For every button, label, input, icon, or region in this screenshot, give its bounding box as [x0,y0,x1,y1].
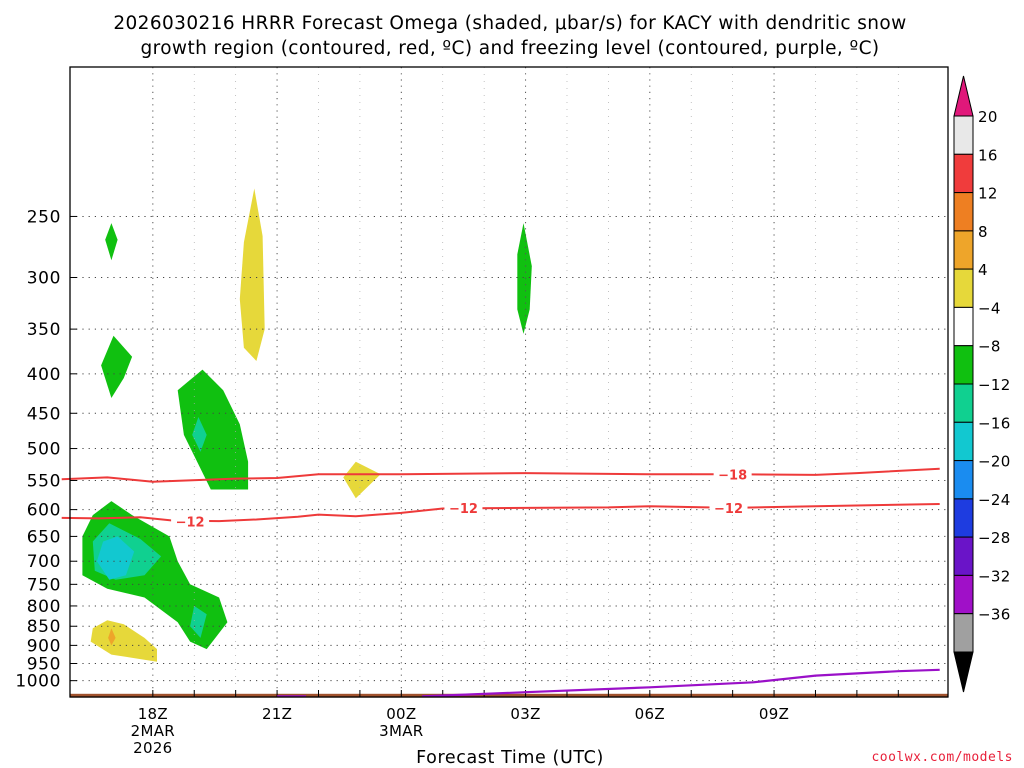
isotherm-contour--18 [61,467,940,483]
colorbar-top-arrow [953,75,974,117]
colorbar-label: −36 [978,606,1011,624]
contour-label: −12 [449,502,478,517]
colorbar-bottom-arrow [953,651,974,693]
colorbar-swatch [953,153,974,194]
colorbar-swatch [953,536,974,576]
omega-region-5 [177,369,249,490]
y-tick-label: 750 [27,575,61,595]
plot-background [70,67,948,697]
colorbar-swatch [953,115,974,155]
chart-title-line1: 2026030216 HRRR Forecast Omega (shaded, … [113,13,906,34]
chart-title-line2: growth region (contoured, red, ºC) and f… [140,38,879,59]
y-tick-label: 650 [27,527,61,547]
colorbar-label: 4 [978,261,988,279]
contour-label: −12 [714,502,743,517]
y-tick-label: 300 [27,268,61,288]
y-tick-label: 450 [27,404,61,424]
freezing-level-contour-2 [421,668,940,698]
colorbar-swatch [953,230,974,270]
ground-band [70,693,948,698]
colorbar-swatch [953,345,974,385]
x-axis-label: Forecast Time (UTC) [416,748,604,768]
colorbar-label: −28 [978,529,1011,547]
y-tick-label: 950 [27,654,61,674]
y-tick-label: 250 [27,207,61,227]
x-tick-label: 03Z [510,705,540,723]
y-tick-label: 900 [27,636,61,656]
colorbar-label: −8 [978,338,1001,356]
contour-label-bg [444,498,483,515]
colorbar-label: −20 [978,453,1011,471]
x-tick-label: 06Z [635,705,665,723]
y-tick-label: 500 [27,440,61,460]
y-tick-label: 400 [27,365,61,385]
y-tick-label: 350 [27,320,61,340]
omega-region-2 [239,188,265,361]
x-tick-label: 2026 [133,739,172,757]
colorbar-label: 12 [978,185,998,203]
colorbar-swatch [953,306,974,347]
contour-label: −18 [718,468,747,483]
omega-region-12 [90,620,157,662]
colorbar-swatch [953,498,974,538]
y-tick-label: 850 [27,617,61,637]
y-tick-label: 800 [27,597,61,617]
contour-label: −12 [176,516,205,531]
isotherm-contour--12 [61,503,940,523]
y-tick-label: 1000 [15,672,61,692]
omega-region-4 [517,223,532,334]
colorbar-label: 8 [978,223,988,241]
colorbar-swatch [953,421,974,462]
omega-region-3 [101,335,133,398]
colorbar-label: 16 [978,146,998,164]
omega-region-1 [105,223,118,261]
colorbar-label: −32 [978,567,1011,585]
colorbar-swatch [953,574,974,615]
contour-label-bg [709,498,748,515]
colorbar: 20 16 12 8 4 −4 −8 −12 −16 −20 −24 −28 −32 −36 [953,75,1011,693]
plot-area: 2503003504004505005506006507007508008509… [15,66,949,757]
plot-frame [69,66,949,698]
contour-label-bg [713,465,752,482]
x-tick-label: 21Z [262,705,292,723]
y-tick-label: 550 [27,471,61,491]
colorbar-swatch [953,460,974,500]
colorbar-label: −16 [978,414,1011,432]
contour-label-bg [171,512,210,529]
colorbar-swatch [953,383,974,423]
watermark: coolwx.com/models [871,750,1013,765]
y-tick-label: 600 [27,501,61,521]
x-tick-label: 3MAR [379,722,423,740]
omega-region-10 [96,536,135,580]
colorbar-label: −4 [978,299,1001,317]
colorbar-label: 20 [978,108,998,126]
colorbar-swatch [953,268,974,308]
colorbar-swatch [953,613,974,653]
y-tick-label: 700 [27,552,61,572]
omega-region-13 [108,628,116,646]
colorbar-label: −12 [978,376,1011,394]
x-tick-label: 09Z [759,705,789,723]
colorbar-label: −24 [978,491,1011,509]
colorbar-swatch [953,192,974,232]
x-tick-label: 00Z [386,705,416,723]
x-tick-label: 18Z [138,705,168,723]
x-tick-label: 2MAR [131,722,175,740]
omega-region-6 [192,417,207,452]
